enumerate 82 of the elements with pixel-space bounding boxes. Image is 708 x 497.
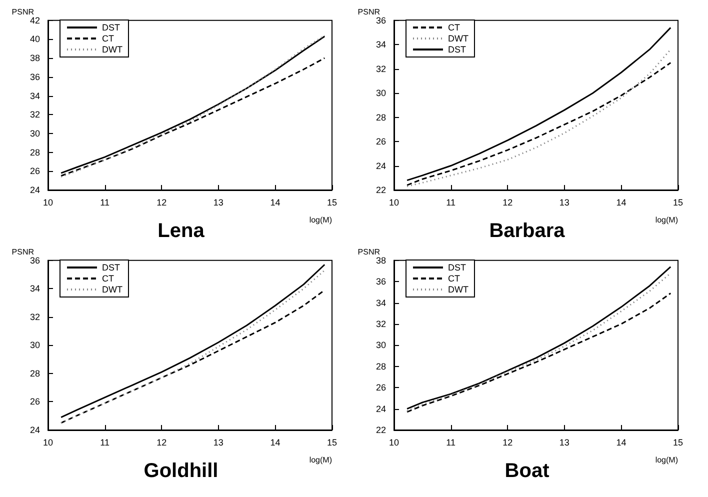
legend-label: CT <box>102 34 114 44</box>
x-tick-label: 14 <box>616 198 626 208</box>
y-tick-label: 32 <box>376 64 386 74</box>
legend-label: DST <box>102 22 120 32</box>
x-tick-label: 12 <box>156 198 167 208</box>
text: Goldhill <box>144 460 218 482</box>
x-axis-title: log(M) <box>309 456 332 464</box>
y-tick-label: 32 <box>30 312 40 322</box>
y-tick-label: 30 <box>376 88 386 98</box>
y-tick-label: 26 <box>30 166 40 176</box>
x-tick-label: 13 <box>559 198 570 208</box>
y-tick-label: 38 <box>376 255 386 266</box>
y-axis-title: PSNR <box>358 248 380 256</box>
legend-label: CT <box>448 22 460 32</box>
x-tick-label: 12 <box>156 438 167 448</box>
x-tick-label: 10 <box>388 438 400 448</box>
y-tick-label: 30 <box>376 340 386 350</box>
x-tick-label: 13 <box>559 438 570 448</box>
y-tick-label: 34 <box>30 90 40 101</box>
y-tick-label: 24 <box>376 404 386 414</box>
y-tick-label: 36 <box>30 255 40 266</box>
legend-label: DST <box>448 262 466 272</box>
x-tick-label: 13 <box>213 198 224 208</box>
y-tick-label: 22 <box>376 425 386 435</box>
y-tick-label: 38 <box>30 53 40 64</box>
y-axis-title: PSNR <box>358 8 380 16</box>
legend-label: DST <box>448 44 466 54</box>
y-axis-title: PSNR <box>12 8 34 16</box>
y-tick-label: 40 <box>30 34 40 44</box>
x-tick-label: 11 <box>446 198 456 208</box>
legend-label: DWT <box>102 44 123 54</box>
y-tick-label: 34 <box>30 284 40 294</box>
x-tick-label: 11 <box>100 198 110 208</box>
x-tick-label: 10 <box>388 198 400 208</box>
x-tick-label: 11 <box>446 438 456 448</box>
y-tick-label: 26 <box>30 396 40 407</box>
y-tick-label: 36 <box>30 72 40 82</box>
legend-label: DWT <box>448 34 469 44</box>
y-tick-label: 22 <box>376 185 386 195</box>
y-tick-label: 26 <box>376 382 386 393</box>
x-tick-label: 14 <box>270 198 280 208</box>
text: Barbara <box>489 220 566 242</box>
y-tick-label: 42 <box>30 15 40 26</box>
x-tick-label: 10 <box>42 198 54 208</box>
y-tick-label: 32 <box>376 319 386 329</box>
x-tick-label: 12 <box>502 198 513 208</box>
x-tick-label: 13 <box>213 438 224 448</box>
x-tick-label: 15 <box>672 198 684 208</box>
legend-label: DWT <box>448 284 469 294</box>
x-tick-label: 15 <box>326 198 338 208</box>
y-tick-label: 28 <box>30 147 40 158</box>
x-tick-label: 12 <box>502 438 513 448</box>
legend-label: CT <box>448 274 460 284</box>
y-tick-label: 30 <box>30 340 40 350</box>
y-tick-label: 34 <box>376 40 386 50</box>
x-tick-label: 10 <box>42 438 54 448</box>
y-tick-label: 36 <box>376 276 386 287</box>
x-tick-label: 14 <box>270 438 280 448</box>
y-tick-label: 36 <box>376 15 386 26</box>
x-axis-title: log(M) <box>309 216 332 224</box>
legend-label: CT <box>102 274 114 284</box>
x-axis-title: log(M) <box>655 216 678 224</box>
x-tick-label: 14 <box>616 438 626 448</box>
y-tick-label: 32 <box>30 110 40 120</box>
text: Boat <box>504 460 550 482</box>
x-tick-label: 15 <box>672 438 684 448</box>
x-axis-title: log(M) <box>655 456 678 464</box>
legend-label: DST <box>102 262 120 272</box>
legend-label: DWT <box>102 284 123 294</box>
y-tick-label: 28 <box>30 368 40 378</box>
y-tick-label: 24 <box>376 160 386 171</box>
y-tick-label: 24 <box>30 185 40 195</box>
y-tick-label: 24 <box>30 425 40 435</box>
y-tick-label: 30 <box>30 128 40 138</box>
y-axis-title: PSNR <box>12 248 34 256</box>
text: Lena <box>158 220 206 242</box>
x-tick-label: 15 <box>326 438 338 448</box>
x-tick-label: 11 <box>100 438 110 448</box>
y-tick-label: 26 <box>376 136 386 147</box>
y-tick-label: 28 <box>376 361 386 372</box>
y-tick-label: 28 <box>376 112 386 122</box>
y-tick-label: 34 <box>376 298 386 308</box>
